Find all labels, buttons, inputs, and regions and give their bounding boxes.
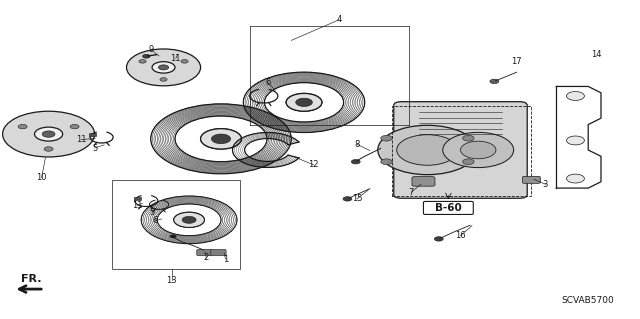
Text: 11: 11	[132, 201, 143, 210]
Circle shape	[566, 174, 584, 183]
Circle shape	[70, 124, 79, 129]
Circle shape	[160, 78, 167, 81]
FancyBboxPatch shape	[394, 102, 527, 198]
Ellipse shape	[286, 93, 322, 111]
Text: 3: 3	[543, 180, 548, 189]
Text: 12: 12	[308, 160, 319, 169]
Circle shape	[381, 159, 392, 165]
Text: 6: 6	[265, 78, 270, 87]
Text: 5: 5	[92, 144, 97, 152]
Circle shape	[351, 160, 360, 164]
Text: 14: 14	[591, 49, 601, 59]
Ellipse shape	[200, 129, 241, 149]
Circle shape	[378, 125, 477, 174]
Circle shape	[18, 124, 27, 129]
Text: 16: 16	[455, 231, 466, 240]
Circle shape	[44, 147, 53, 151]
Bar	[134, 197, 141, 200]
Circle shape	[181, 60, 188, 63]
Circle shape	[443, 132, 514, 167]
Text: 11: 11	[76, 135, 86, 144]
Ellipse shape	[211, 134, 230, 144]
Text: FR.: FR.	[21, 274, 42, 284]
FancyBboxPatch shape	[412, 177, 435, 186]
Text: B-60: B-60	[435, 203, 461, 213]
Circle shape	[566, 136, 584, 145]
Text: 13: 13	[166, 276, 177, 285]
Circle shape	[35, 127, 63, 141]
Ellipse shape	[211, 134, 230, 144]
Text: 6: 6	[152, 216, 158, 225]
FancyBboxPatch shape	[196, 249, 212, 256]
Text: 15: 15	[352, 194, 362, 204]
Circle shape	[3, 111, 95, 157]
Circle shape	[343, 197, 352, 201]
Circle shape	[42, 131, 55, 137]
Text: 17: 17	[511, 56, 522, 65]
Text: 4: 4	[337, 15, 342, 24]
Circle shape	[127, 49, 200, 86]
Ellipse shape	[173, 212, 204, 227]
Circle shape	[170, 235, 176, 238]
Text: 7: 7	[408, 188, 414, 197]
Bar	[89, 133, 97, 136]
Ellipse shape	[296, 98, 312, 107]
Circle shape	[139, 60, 146, 63]
Circle shape	[566, 92, 584, 100]
Circle shape	[490, 79, 499, 84]
Text: 10: 10	[36, 173, 47, 182]
Circle shape	[159, 65, 169, 70]
Text: SCVAB5700: SCVAB5700	[561, 296, 614, 305]
Circle shape	[461, 141, 496, 159]
Bar	[113, 180, 240, 269]
Text: 8: 8	[355, 140, 360, 149]
Text: 1: 1	[223, 255, 228, 264]
FancyBboxPatch shape	[211, 249, 226, 256]
Text: 2: 2	[204, 254, 209, 263]
FancyBboxPatch shape	[522, 176, 540, 183]
Circle shape	[435, 237, 444, 241]
Circle shape	[397, 135, 458, 165]
Ellipse shape	[182, 216, 196, 223]
Text: 5: 5	[149, 208, 155, 217]
Text: 9: 9	[148, 45, 154, 54]
Circle shape	[463, 159, 474, 165]
Bar	[392, 106, 531, 196]
Circle shape	[152, 62, 175, 73]
Circle shape	[381, 135, 392, 141]
Text: 11: 11	[170, 54, 181, 63]
Ellipse shape	[296, 98, 312, 107]
Ellipse shape	[182, 216, 196, 223]
Circle shape	[143, 54, 150, 58]
Circle shape	[463, 135, 474, 141]
